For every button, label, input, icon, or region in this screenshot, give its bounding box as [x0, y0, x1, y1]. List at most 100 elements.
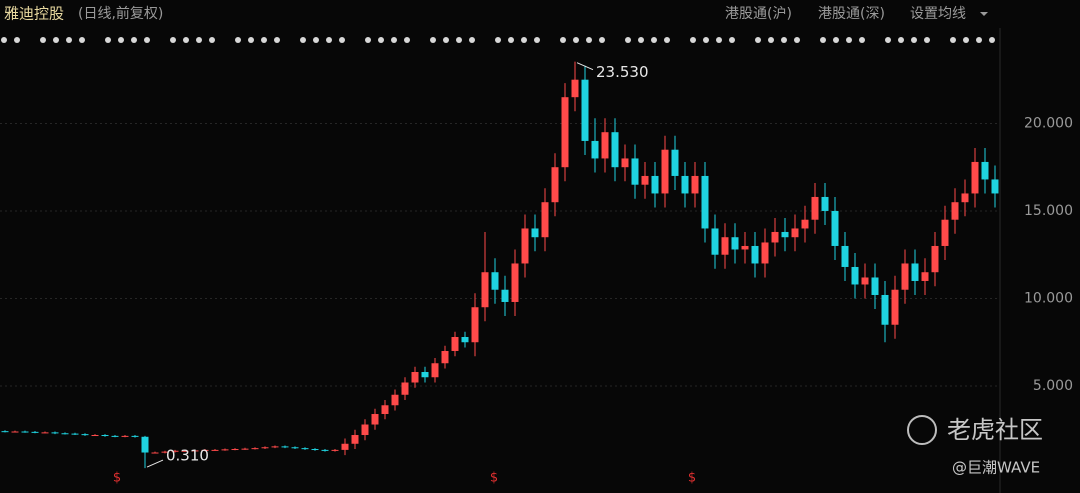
- event-dot: [534, 37, 540, 43]
- event-dot: [495, 37, 501, 43]
- event-dot: [911, 37, 917, 43]
- chart-subtitle: (日线,前复权): [78, 5, 163, 22]
- event-dot: [846, 37, 852, 43]
- event-dot: [274, 37, 280, 43]
- y-tick-label: 5.000: [1033, 378, 1073, 394]
- candle-body: [431, 363, 439, 378]
- y-tick-label: 10.000: [1024, 290, 1073, 306]
- event-dot: [170, 37, 176, 43]
- candle-body: [271, 446, 279, 448]
- candle-body: [961, 193, 969, 203]
- candle-body: [841, 245, 849, 267]
- candle-body: [571, 79, 579, 98]
- candle-body: [981, 161, 989, 180]
- candle-body: [491, 272, 499, 290]
- event-dot: [950, 37, 956, 43]
- dividend-marker: $: [490, 471, 498, 486]
- candle-body: [731, 237, 739, 250]
- toolbar-button[interactable]: 港股通(沪): [725, 6, 792, 22]
- event-dot: [508, 37, 514, 43]
- event-dot: [404, 37, 410, 43]
- candle-body: [531, 228, 539, 238]
- candle-body: [161, 451, 169, 453]
- candle-body: [91, 435, 99, 437]
- candle-body: [241, 448, 249, 450]
- toolbar-button[interactable]: 设置均线: [910, 6, 966, 22]
- candle-body: [31, 431, 39, 433]
- event-dot: [729, 37, 735, 43]
- event-dot: [859, 37, 865, 43]
- event-dot: [66, 37, 72, 43]
- event-dot: [1, 37, 7, 43]
- event-dot: [963, 37, 969, 43]
- candle-body: [991, 179, 999, 194]
- dividend-marker: $: [113, 471, 121, 486]
- event-dot: [105, 37, 111, 43]
- y-tick-label: 20.000: [1024, 115, 1073, 131]
- dropdown-arrow[interactable]: [980, 12, 988, 16]
- candle-body: [311, 449, 319, 451]
- event-dot: [79, 37, 85, 43]
- candle-body: [231, 449, 239, 451]
- event-dot: [365, 37, 371, 43]
- candle-body: [11, 431, 19, 433]
- event-dot: [989, 37, 995, 43]
- dividend-marker: $: [688, 471, 696, 486]
- candle-body: [781, 231, 789, 238]
- event-dot: [339, 37, 345, 43]
- event-dot: [599, 37, 605, 43]
- candle-body: [591, 140, 599, 159]
- event-dot: [755, 37, 761, 43]
- candle-body: [201, 449, 209, 451]
- event-dot: [521, 37, 527, 43]
- candle-body: [181, 450, 189, 452]
- event-dot: [833, 37, 839, 43]
- annotation-arrow: [576, 62, 594, 71]
- event-dot: [118, 37, 124, 43]
- event-dot: [183, 37, 189, 43]
- event-dot: [469, 37, 475, 43]
- candle-body: [111, 435, 119, 437]
- candle-body: [361, 424, 369, 436]
- candle-body: [871, 277, 879, 295]
- candle-body: [411, 371, 419, 383]
- event-dot: [560, 37, 566, 43]
- candle-body: [381, 405, 389, 415]
- event-dot: [248, 37, 254, 43]
- candle-body: [851, 266, 859, 285]
- candle-body: [771, 231, 779, 243]
- candle-body: [301, 448, 309, 450]
- candle-body: [641, 175, 649, 185]
- event-dot: [820, 37, 826, 43]
- watermark-author: @巨潮WAVE: [952, 459, 1040, 477]
- event-dot: [651, 37, 657, 43]
- event-dot: [625, 37, 631, 43]
- event-dot: [586, 37, 592, 43]
- candle-body: [81, 434, 89, 436]
- candle-body: [71, 433, 79, 435]
- candle-body: [1, 431, 9, 433]
- event-dot: [209, 37, 215, 43]
- candle-body: [821, 196, 829, 211]
- min-label: 0.310: [166, 447, 209, 465]
- candle-body: [861, 277, 869, 285]
- candle-body: [541, 202, 549, 238]
- candle-body: [721, 237, 729, 255]
- candle-body: [291, 447, 299, 449]
- candle-body: [791, 228, 799, 238]
- toolbar-button[interactable]: 港股通(深): [818, 6, 885, 22]
- event-dot: [53, 37, 59, 43]
- candle-body: [481, 272, 489, 308]
- event-dot: [14, 37, 20, 43]
- candle-body: [561, 97, 569, 168]
- candle-body: [401, 382, 409, 395]
- candle-body: [701, 175, 709, 229]
- event-dot: [300, 37, 306, 43]
- candle-body: [221, 449, 229, 451]
- candle-body: [371, 414, 379, 425]
- candle-body: [141, 436, 149, 453]
- candle-body: [61, 433, 69, 435]
